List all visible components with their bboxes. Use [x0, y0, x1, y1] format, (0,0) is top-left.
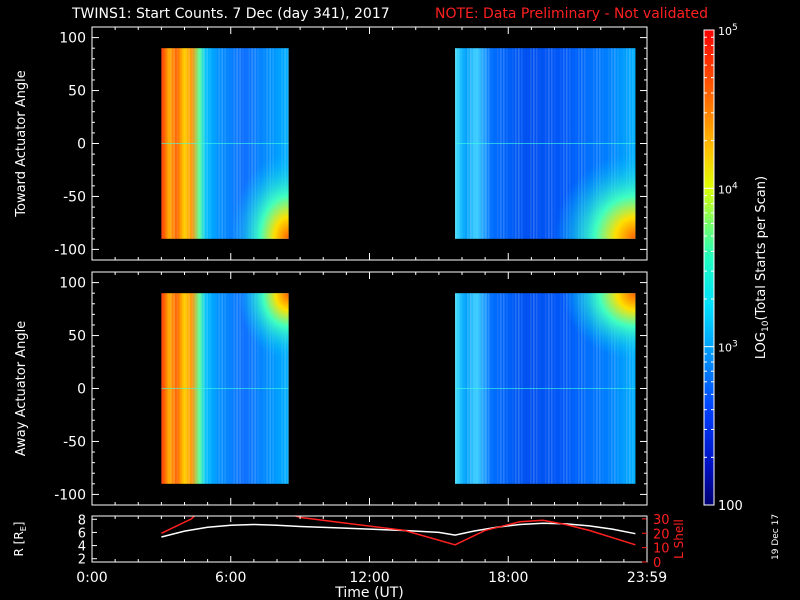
- colorbar: 105 104 103 100 LOG10(Total Starts per Scan): [703, 23, 771, 514]
- y-tick-label: 100: [59, 276, 86, 292]
- colorbar-tick-label: 100: [718, 499, 743, 514]
- data-block: [455, 293, 636, 484]
- x-tick-label: 0:00: [76, 570, 107, 586]
- x-tick-label: 18:00: [488, 570, 528, 586]
- data-block: [161, 293, 289, 484]
- colorbar-gradient: [704, 30, 714, 505]
- colorbar-tick-label: 104: [718, 181, 738, 196]
- y-axis-label: Toward Actuator Angle: [14, 70, 29, 217]
- y-tick-label: 2: [78, 553, 86, 568]
- y-tick-label: 100: [59, 31, 86, 47]
- title-bar: TWINS1: Start Counts. 7 Dec (day 341), 2…: [0, 6, 800, 26]
- data-block: [455, 48, 636, 239]
- l-shell-series-line: [161, 516, 196, 534]
- y-tick-label: 50: [68, 329, 86, 345]
- l-shell-series-line: [293, 516, 636, 546]
- colorbar-tick-label: 105: [718, 23, 738, 38]
- preliminary-note: NOTE: Data Preliminary - Not validated: [435, 6, 709, 22]
- x-tick-label: 23:59: [627, 570, 667, 586]
- y-axis-label: Away Actuator Angle: [14, 321, 29, 456]
- hot-region: [231, 153, 289, 239]
- y-tick-label: 6: [78, 526, 86, 541]
- chart-title: TWINS1: Start Counts. 7 Dec (day 341), 2…: [72, 6, 390, 22]
- y-tick-label: -100: [54, 487, 86, 503]
- y-right-tick-label: 30: [653, 513, 670, 528]
- y-tick-label: -50: [63, 189, 86, 205]
- generation-date: 19 Dec 17: [771, 513, 781, 560]
- axes-frame: [91, 515, 648, 563]
- y-right-tick-label: 20: [653, 527, 670, 542]
- hot-region: [554, 153, 636, 239]
- y-tick-label: 8: [78, 513, 86, 528]
- y-right-tick-label: 10: [653, 542, 670, 557]
- hot-region: [237, 293, 289, 360]
- away-actuator-panel: 100 50 0 -50 -100 Away Actuator Angle: [14, 271, 648, 506]
- x-tick-label: 6:00: [215, 570, 246, 586]
- colorbar-label: LOG10(Total Starts per Scan): [754, 176, 771, 359]
- y-axis-label-left: R [RE]: [12, 522, 28, 557]
- orbit-lines: [161, 516, 636, 546]
- toward-actuator-panel: 100 50 0 -50 -100 Toward Actuator Angle: [14, 26, 648, 261]
- y-tick-label: 0: [77, 137, 86, 153]
- y-tick-label: -50: [63, 434, 86, 450]
- x-axis-label: Time (UT): [334, 585, 403, 600]
- y-axis-label-right: L Shell: [672, 519, 686, 559]
- y-tick-label: 4: [78, 540, 86, 555]
- x-tick-label: 12:00: [349, 570, 389, 586]
- y-tick-label: -100: [54, 242, 86, 258]
- data-block: [161, 48, 289, 239]
- colorbar-tick-label: 103: [718, 340, 738, 355]
- hot-region: [563, 293, 636, 360]
- y-tick-label: 0: [77, 382, 86, 398]
- y-right-tick-label: 0: [653, 556, 661, 571]
- y-tick-label: 50: [68, 84, 86, 100]
